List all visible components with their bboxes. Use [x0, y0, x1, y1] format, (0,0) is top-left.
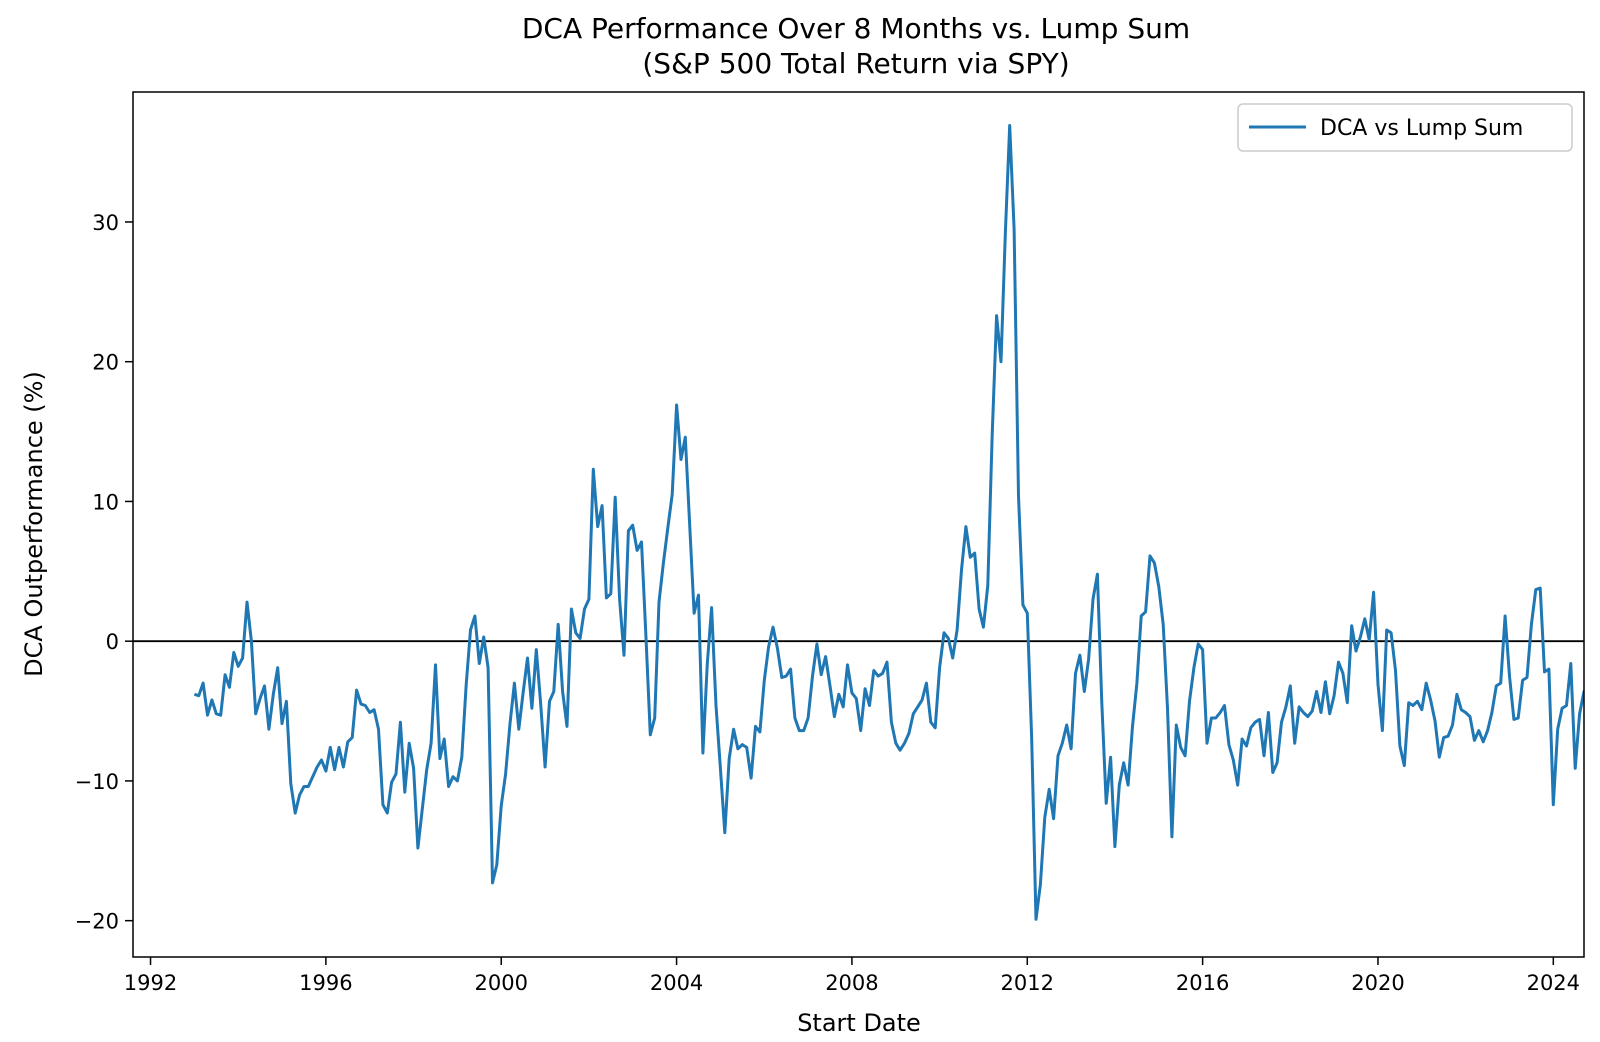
y-tick-label: 20 — [92, 351, 119, 375]
legend-box — [1237, 103, 1573, 152]
x-tick-label: 1996 — [299, 971, 352, 995]
y-tick-label: 30 — [92, 211, 119, 235]
x-tick-label: 2000 — [475, 971, 528, 995]
series-line-0 — [193, 124, 1584, 921]
y-tick-label: −20 — [75, 910, 119, 934]
x-tick-label: 1992 — [124, 971, 177, 995]
legend: DCA vs Lump Sum — [1237, 103, 1573, 152]
chart-subtitle: (S&P 500 Total Return via SPY) — [642, 47, 1069, 80]
x-tick-label: 2016 — [1176, 971, 1229, 995]
x-tick-label: 2008 — [825, 971, 878, 995]
plot-frame — [132, 91, 1585, 958]
x-tick-label: 2004 — [650, 971, 703, 995]
x-axis-label: Start Date — [797, 1009, 921, 1037]
y-tick-label: −10 — [75, 770, 119, 794]
x-tick-label: 2024 — [1527, 971, 1580, 995]
chart-title: DCA Performance Over 8 Months vs. Lump S… — [522, 12, 1190, 45]
x-axis: 1992 1996 2000 2004 2008 2012 2016 2020 2024 — [124, 957, 1580, 995]
y-axis: −20 −10 0 10 20 30 — [75, 211, 133, 934]
x-tick-label: 2020 — [1351, 971, 1404, 995]
y-tick-label: 0 — [106, 630, 119, 654]
y-tick-label: 10 — [92, 490, 119, 514]
x-tick-label: 2012 — [1001, 971, 1054, 995]
legend-label: DCA vs Lump Sum — [1320, 116, 1523, 141]
y-axis-label: DCA Outperformance (%) — [20, 371, 48, 677]
